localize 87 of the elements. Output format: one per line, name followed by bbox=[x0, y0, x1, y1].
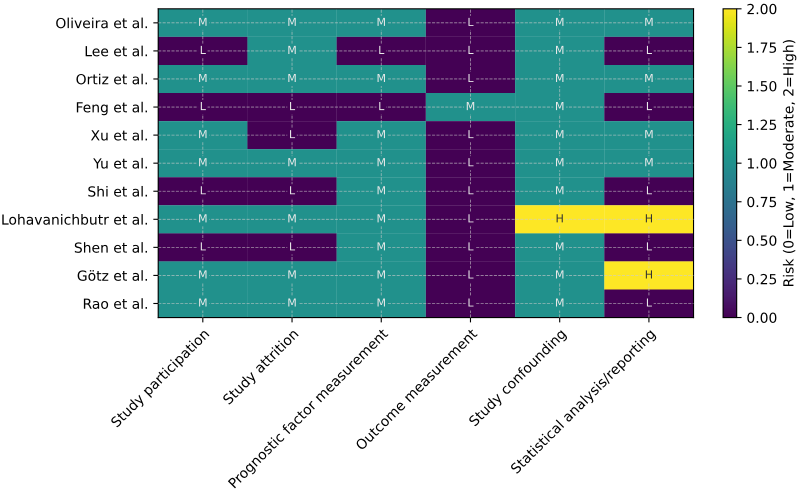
data-label: L bbox=[290, 102, 296, 110]
color-bar-title: Risk (0=Low, 1=Moderate, 2=High) bbox=[782, 40, 796, 286]
data-label: L bbox=[646, 298, 652, 307]
data-label: M bbox=[199, 74, 207, 82]
data-label: L bbox=[646, 242, 652, 250]
data-label: L bbox=[379, 46, 384, 54]
data-label: M bbox=[288, 46, 296, 54]
data-label: L bbox=[200, 102, 206, 110]
data-label: L bbox=[379, 102, 384, 110]
data-label: L bbox=[468, 214, 474, 222]
data-label: H bbox=[646, 270, 652, 278]
data-label: M bbox=[556, 74, 564, 82]
data-label: L bbox=[468, 158, 474, 166]
y-tick-label: Götz et al. bbox=[78, 270, 147, 281]
data-label: M bbox=[645, 18, 653, 26]
data-label: L bbox=[290, 242, 296, 250]
color-bar-label: 0.00 bbox=[747, 312, 776, 323]
color-bar-label: 0.25 bbox=[747, 274, 776, 284]
data-label: M bbox=[556, 158, 564, 166]
y-tick-label: Lee et al. bbox=[86, 46, 147, 56]
data-label: M bbox=[288, 74, 296, 82]
data-label: H bbox=[556, 214, 563, 222]
data-label: M bbox=[645, 158, 653, 166]
data-label: L bbox=[290, 186, 296, 194]
color-bar-label: 0.75 bbox=[747, 196, 776, 208]
data-label: M bbox=[199, 214, 207, 222]
data-label: M bbox=[556, 242, 564, 250]
data-label: M bbox=[556, 186, 564, 194]
data-label: L bbox=[468, 242, 474, 250]
color-bar-label: 0.50 bbox=[747, 235, 776, 246]
y-tick-label: Rao et al. bbox=[84, 298, 147, 309]
data-label: L bbox=[468, 18, 474, 26]
data-label: M bbox=[288, 18, 296, 26]
data-label: M bbox=[288, 158, 296, 166]
data-label: M bbox=[556, 18, 564, 26]
data-label: M bbox=[556, 102, 564, 110]
data-label: M bbox=[199, 270, 207, 278]
y-tick-label: Lohavanichbutr et al. bbox=[2, 214, 147, 225]
data-label: L bbox=[200, 242, 206, 250]
data-label: M bbox=[645, 130, 653, 138]
data-label: M bbox=[378, 74, 385, 82]
y-tick-label: Xu et al. bbox=[90, 130, 147, 141]
data-label: M bbox=[378, 214, 385, 222]
data-label: M bbox=[378, 242, 385, 250]
data-label: M bbox=[556, 298, 564, 307]
data-label: M bbox=[378, 186, 385, 194]
data-label: L bbox=[468, 74, 474, 82]
data-label: L bbox=[468, 130, 474, 138]
data-label: L bbox=[468, 46, 474, 54]
color-bar-label: 1.25 bbox=[748, 120, 776, 130]
data-label: L bbox=[646, 102, 652, 110]
color-bar-label: 1.75 bbox=[748, 42, 776, 53]
data-label: M bbox=[288, 298, 296, 307]
data-label: M bbox=[378, 298, 385, 307]
data-label: M bbox=[199, 158, 207, 166]
data-label: L bbox=[646, 186, 652, 194]
y-tick-label: Oliveira et al. bbox=[56, 18, 147, 28]
data-label: L bbox=[468, 186, 474, 194]
data-label: M bbox=[288, 214, 296, 222]
color-bar-label: 1.50 bbox=[748, 80, 776, 92]
y-tick-label: Ortiz et al. bbox=[76, 74, 147, 84]
y-tick-label: Feng et al. bbox=[76, 102, 147, 116]
data-label: M bbox=[556, 46, 564, 54]
data-label: L bbox=[468, 270, 474, 278]
data-label: L bbox=[200, 186, 206, 194]
data-label: L bbox=[646, 46, 652, 54]
data-label: M bbox=[378, 270, 385, 278]
data-label: L bbox=[290, 130, 296, 138]
data-label: M bbox=[378, 130, 385, 138]
data-label: M bbox=[556, 270, 564, 278]
data-label: M bbox=[199, 298, 207, 307]
data-label: L bbox=[468, 298, 474, 307]
data-label: M bbox=[288, 270, 296, 278]
color-bar-label: 1.00 bbox=[748, 158, 776, 169]
data-label: M bbox=[466, 102, 474, 110]
color-bar-label: 2.00 bbox=[747, 4, 776, 14]
data-label: M bbox=[199, 18, 207, 26]
data-label: M bbox=[645, 74, 653, 82]
data-label: M bbox=[199, 130, 207, 138]
data-label: M bbox=[378, 18, 385, 26]
y-tick-label: Shi et al. bbox=[88, 186, 147, 197]
data-label: L bbox=[200, 46, 206, 54]
y-tick-label: Shen et al. bbox=[74, 242, 147, 253]
data-label: H bbox=[646, 214, 652, 222]
y-tick-label: Yu et al. bbox=[93, 158, 147, 169]
data-label: M bbox=[556, 130, 564, 138]
data-label: M bbox=[378, 158, 385, 166]
